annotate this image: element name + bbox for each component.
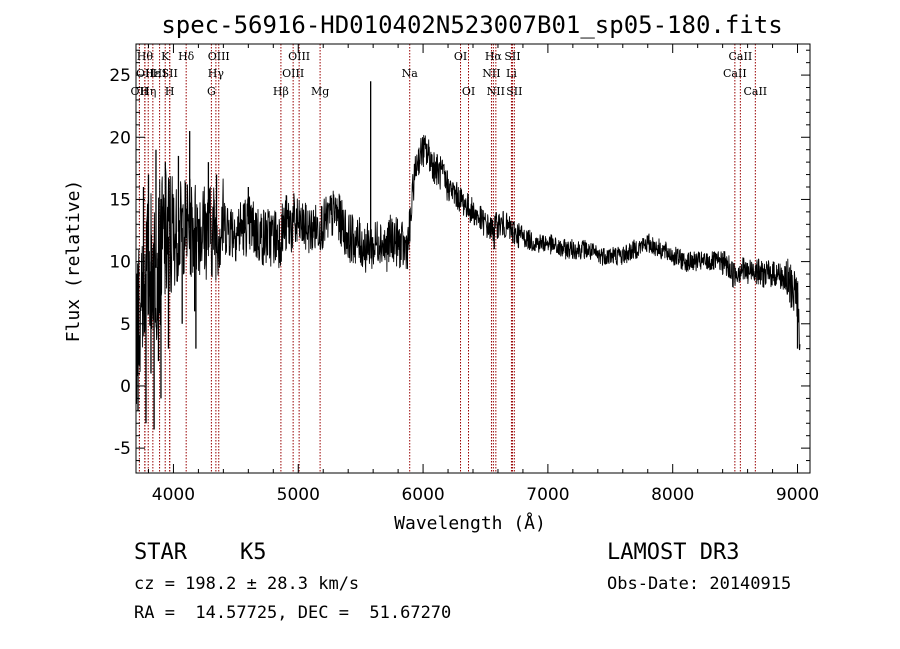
line-label-21: Hα bbox=[485, 50, 503, 63]
y-tick-label-6: 25 bbox=[109, 66, 131, 86]
x-tick-label-2: 6000 bbox=[401, 485, 444, 505]
y-tick-label-4: 15 bbox=[109, 190, 131, 210]
line-label-17: Na bbox=[402, 67, 419, 80]
x-tick-label-0: 4000 bbox=[152, 485, 195, 505]
x-tick-label-3: 7000 bbox=[526, 485, 569, 505]
line-label-15: OIII bbox=[288, 50, 310, 63]
spectral-line-markers bbox=[138, 44, 756, 473]
y-tick-label-2: 5 bbox=[120, 315, 131, 335]
line-label-27: CaII bbox=[729, 50, 753, 63]
y-tick-label-0: -5 bbox=[114, 439, 131, 459]
line-label-18: OI bbox=[454, 50, 467, 63]
spectrum-series bbox=[135, 81, 801, 430]
line-label-7: H bbox=[165, 85, 175, 98]
line-label-19: OI bbox=[462, 85, 475, 98]
line-label-2: OII bbox=[136, 67, 154, 80]
object-class: STAR bbox=[134, 540, 187, 565]
y-tick-label-3: 10 bbox=[109, 253, 131, 273]
line-label-10: G bbox=[207, 85, 216, 98]
line-label-26: CaII bbox=[723, 67, 747, 80]
line-label-3: Hη bbox=[140, 85, 156, 98]
x-axis: 4000 5000 6000 7000 8000 9000 bbox=[147, 44, 819, 505]
line-label-1: Hθ bbox=[137, 50, 154, 63]
chart-title: spec-56916-HD010402N523007B01_sp05-180.f… bbox=[161, 11, 782, 39]
redshift-velocity: cz = 198.2 ± 28.3 km/s bbox=[134, 574, 360, 594]
line-label-9: Hδ bbox=[178, 50, 195, 63]
line-label-23: Li bbox=[506, 67, 517, 80]
y-axis-label: Flux (relative) bbox=[63, 180, 84, 343]
x-tick-label-4: 8000 bbox=[651, 485, 694, 505]
line-label-11: Hγ bbox=[208, 67, 225, 80]
line-label-22: NII bbox=[487, 85, 505, 98]
line-label-13: Hβ bbox=[273, 85, 289, 98]
line-label-16: Mg bbox=[311, 85, 329, 98]
y-axis: -5 0 5 10 15 20 25 bbox=[109, 49, 810, 474]
survey-name: LAMOST DR3 bbox=[607, 540, 740, 565]
line-label-4: Hε bbox=[145, 67, 161, 80]
line-label-24: SII bbox=[504, 50, 520, 63]
line-label-28: CaII bbox=[743, 85, 767, 98]
observation-date: Obs-Date: 20140915 bbox=[607, 574, 792, 594]
line-label-12: OIII bbox=[208, 50, 230, 63]
spectral-line-labels: OIIHθOIIHηHεHIKHSIIHδGHγOIIIHβOIIIOIIIMg… bbox=[131, 50, 768, 98]
y-tick-label-1: 0 bbox=[120, 377, 131, 397]
line-label-14: OIII bbox=[282, 67, 304, 80]
line-label-5: HI bbox=[153, 67, 167, 80]
line-label-20: NII bbox=[482, 67, 500, 80]
y-tick-label-5: 20 bbox=[109, 128, 131, 148]
spectrum-line bbox=[135, 134, 801, 404]
line-label-6: K bbox=[161, 50, 170, 63]
coordinates: RA = 14.57725, DEC = 51.67270 bbox=[134, 603, 452, 623]
x-tick-label-1: 5000 bbox=[277, 485, 320, 505]
object-subclass: K5 bbox=[240, 540, 267, 565]
line-label-25: SII bbox=[506, 85, 522, 98]
line-label-0: OII bbox=[131, 85, 149, 98]
x-tick-label-5: 9000 bbox=[776, 485, 819, 505]
x-axis-label: Wavelength (Å) bbox=[394, 512, 546, 534]
line-label-8: SII bbox=[162, 67, 178, 80]
